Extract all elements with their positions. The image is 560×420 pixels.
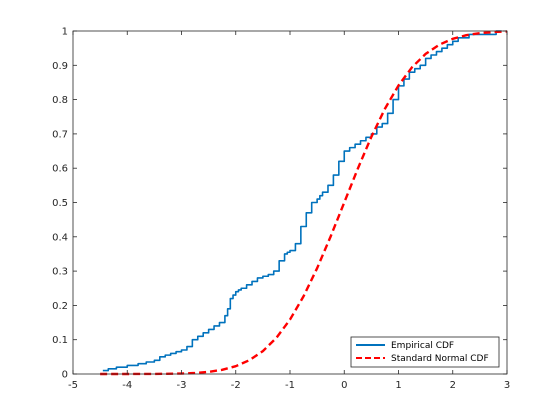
legend-box: [350, 336, 500, 368]
y-tick-label: 0.3: [52, 267, 68, 278]
x-tick-label: -3: [177, 380, 187, 391]
y-tick-label: 0: [62, 370, 68, 381]
standard-normal-cdf-line: [100, 30, 508, 376]
plot-area: [73, 31, 507, 374]
legend-label-standard-normal-cdf: Standard Normal CDF: [391, 354, 489, 364]
y-tick-label: 0.1: [52, 335, 68, 346]
y-tick-label: 0.5: [52, 198, 68, 209]
x-tick-label: 0: [341, 380, 347, 391]
x-tick-label: 3: [504, 380, 510, 391]
empirical-cdf-line: [102, 30, 502, 372]
y-tick-label: 0.2: [52, 301, 68, 312]
x-tick-label: 1: [395, 380, 401, 391]
y-tick-label: 1: [62, 27, 68, 38]
legend-label-empirical-cdf: Empirical CDF: [391, 341, 454, 351]
legend: Empirical CDF Standard Normal CDF: [350, 336, 500, 368]
y-tick-label: 0.8: [52, 95, 68, 106]
y-tick-label: 0.4: [52, 232, 68, 243]
y-tick-label: 0.9: [52, 61, 68, 72]
ticks-layer: -5 -4 -3 -2 -1 0 1 2 3 0 0.1 0.2 0.3 0.4 0.5 0.6 0.7 0.8 0…: [52, 27, 510, 392]
x-tick-label: -4: [122, 380, 132, 391]
x-tick-label: -1: [285, 380, 295, 391]
y-tick-label: 0.7: [52, 129, 68, 140]
x-tick-label: -5: [68, 380, 78, 391]
series-layer: [100, 30, 508, 376]
y-tick-label: 0.6: [52, 164, 68, 175]
x-tick-label: -2: [231, 380, 241, 391]
x-tick-label: 2: [450, 380, 456, 391]
